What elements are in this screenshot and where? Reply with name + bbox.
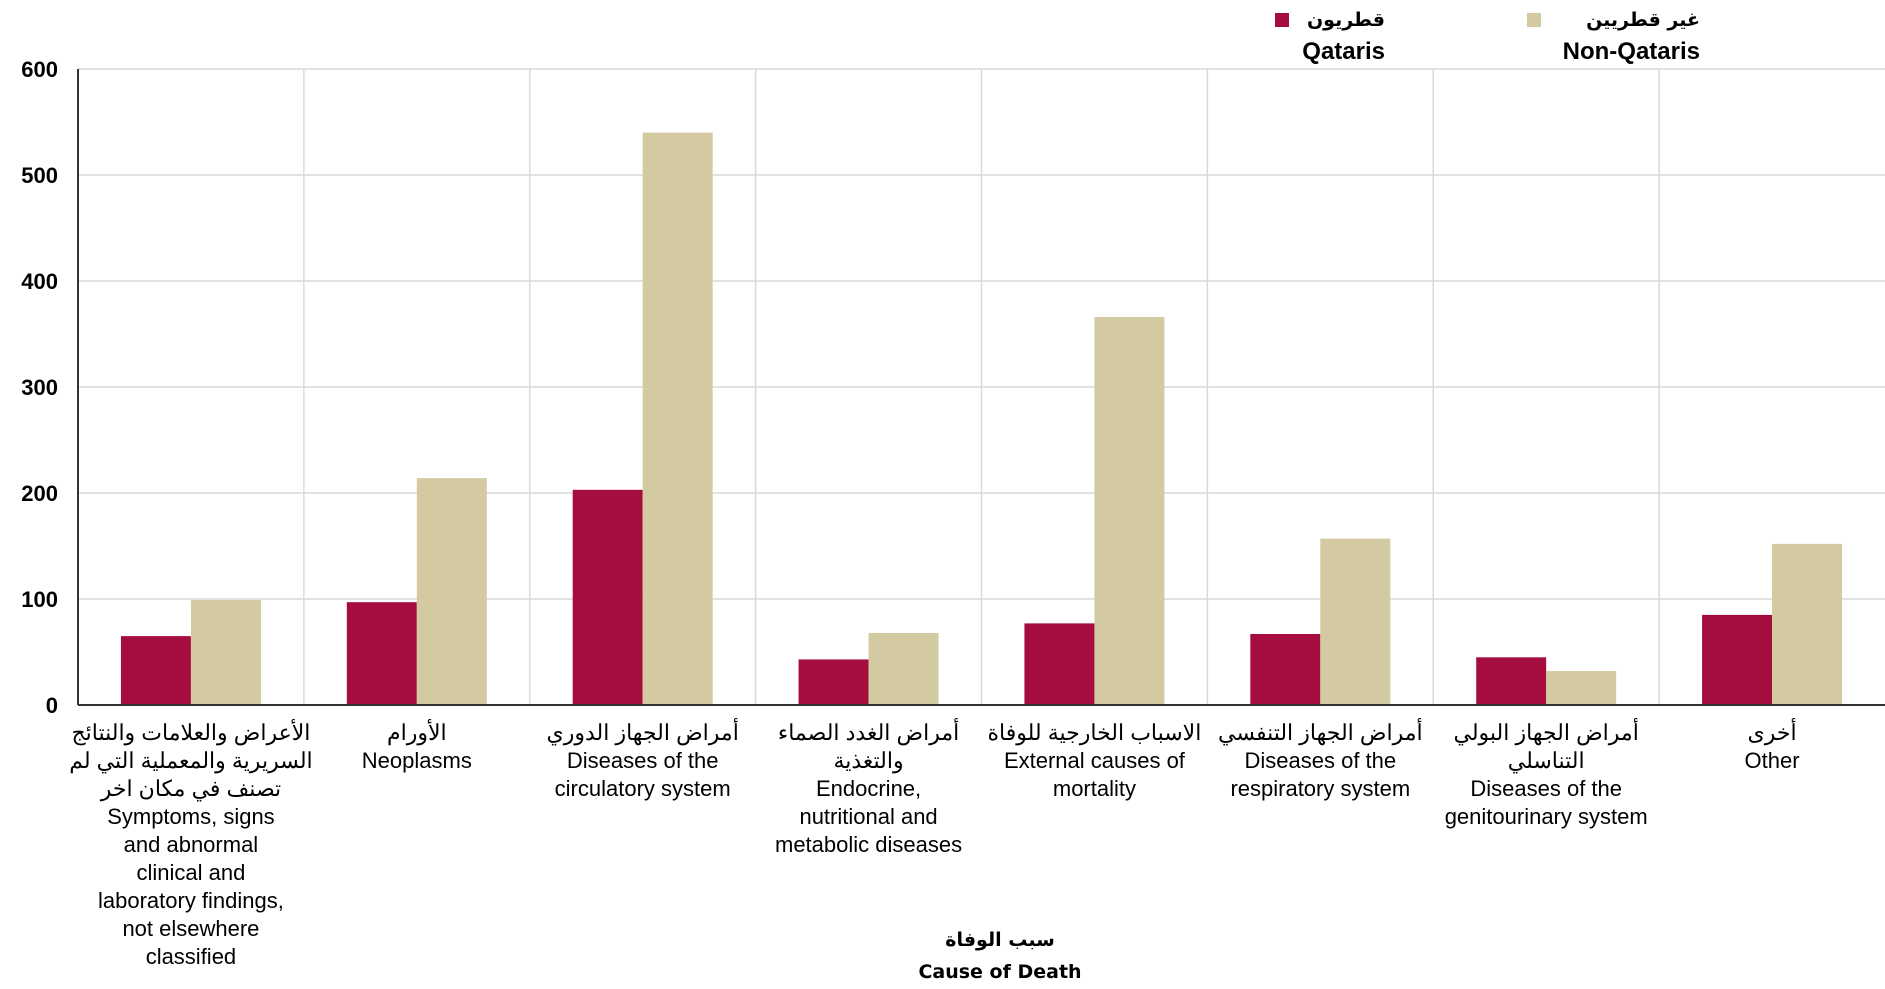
y-tick-label: 500 bbox=[21, 163, 58, 188]
legend-label-ar: غير قطريين bbox=[1586, 9, 1700, 31]
category-label: أخرى Other bbox=[1745, 717, 1800, 773]
category-label: أمراض الجهاز التنفسي Diseases of the respi… bbox=[1218, 717, 1423, 801]
bar-qataris bbox=[798, 659, 869, 705]
bar-non-qataris bbox=[1546, 671, 1617, 705]
x-axis-title: سبب الوفاة Cause of Death bbox=[918, 929, 1081, 983]
legend-label-en: Qataris bbox=[1302, 38, 1385, 65]
y-tick-label: 200 bbox=[21, 481, 58, 506]
bar-non-qataris bbox=[1320, 538, 1391, 705]
category-label: أمراض الجهاز الدوري Diseases of the circul… bbox=[547, 717, 739, 801]
category-label: الاسباب الخارجية للوفاة External causes o… bbox=[988, 720, 1202, 801]
bar-non-qataris bbox=[416, 478, 487, 705]
bar-non-qataris bbox=[1772, 543, 1843, 705]
bar-non-qataris bbox=[868, 632, 939, 705]
bar-non-qataris bbox=[190, 600, 261, 705]
bar-qataris bbox=[346, 602, 417, 705]
category-label: الأورام Neoplasms bbox=[362, 718, 472, 773]
legend-swatch-non-qataris bbox=[1527, 13, 1541, 27]
bar-qataris bbox=[1476, 657, 1547, 705]
legend-label-ar: قطريون bbox=[1307, 9, 1385, 31]
y-tick-label: 0 bbox=[46, 693, 58, 718]
bars bbox=[120, 132, 1843, 706]
y-tick-label: 300 bbox=[21, 375, 58, 400]
legend: قطريون Qataris غير قطريين Non-Qataris bbox=[1275, 9, 1700, 65]
y-tick-label: 400 bbox=[21, 269, 58, 294]
axes bbox=[77, 69, 1885, 706]
legend-label-en: Non-Qataris bbox=[1563, 38, 1700, 65]
bar-qataris bbox=[1702, 614, 1773, 705]
legend-swatch-qataris bbox=[1275, 13, 1289, 27]
y-tick-label: 600 bbox=[21, 57, 58, 82]
bar-qataris bbox=[120, 636, 191, 705]
category-label: الأعراض والعلامات والنتائج السريرية والمع… bbox=[69, 718, 312, 969]
category-label: أمراض الجهاز البولي التناسلي Diseases of t… bbox=[1445, 717, 1648, 829]
y-tick-label: 100 bbox=[21, 587, 58, 612]
bar-non-qataris bbox=[1094, 317, 1165, 705]
category-labels: الأعراض والعلامات والنتائج السريرية والمع… bbox=[69, 717, 1799, 969]
bar-qataris bbox=[1024, 623, 1095, 705]
bar-qataris bbox=[572, 489, 643, 705]
y-tick-labels: 0 100 200 300 400 500 600 bbox=[21, 57, 58, 718]
bar-non-qataris bbox=[642, 132, 713, 706]
x-axis-title-line: Cause of Death bbox=[918, 961, 1081, 983]
bar-qataris bbox=[1250, 633, 1321, 705]
x-axis-title-line: سبب الوفاة bbox=[945, 929, 1055, 951]
gridlines bbox=[78, 68, 1885, 705]
category-label: أمراض الغدد الصماء والتغذية Endocrine, nutr… bbox=[775, 717, 962, 857]
